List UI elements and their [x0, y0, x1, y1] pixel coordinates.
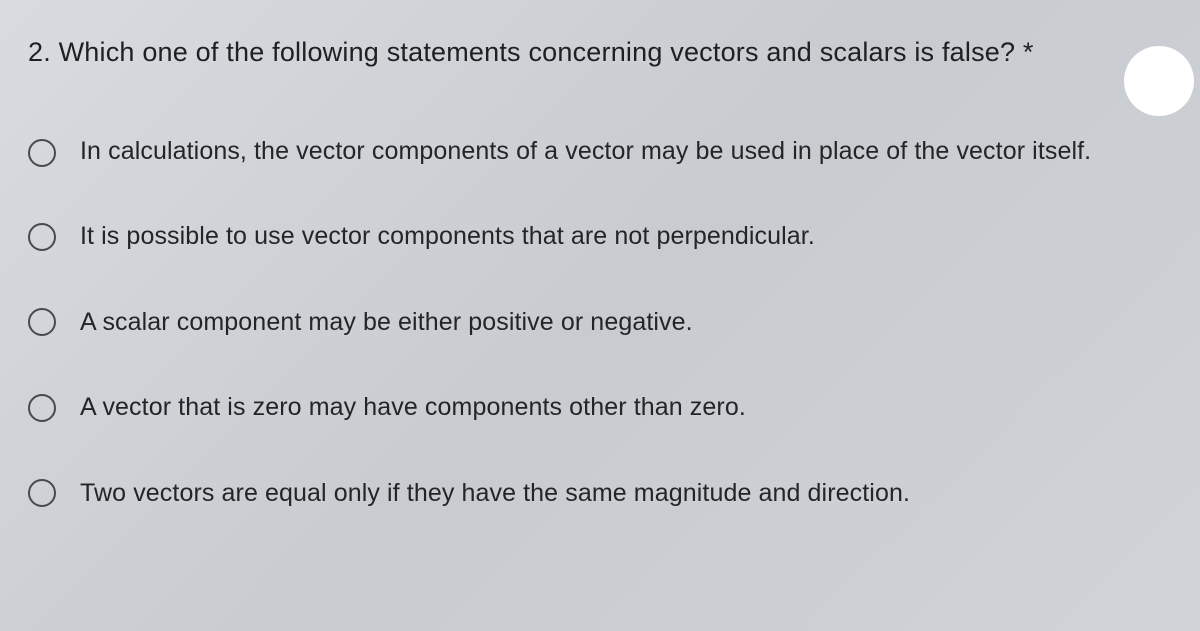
option-row[interactable]: It is possible to use vector components … — [28, 218, 1176, 256]
radio-icon[interactable] — [28, 223, 56, 251]
radio-icon[interactable] — [28, 308, 56, 336]
option-row[interactable]: A vector that is zero may have component… — [28, 389, 1176, 427]
option-label: A vector that is zero may have component… — [80, 389, 746, 427]
question-text: 2. Which one of the following statements… — [28, 30, 1176, 75]
radio-icon[interactable] — [28, 139, 56, 167]
option-row[interactable]: In calculations, the vector components o… — [28, 133, 1176, 171]
option-label: It is possible to use vector components … — [80, 218, 815, 256]
option-label: Two vectors are equal only if they have … — [80, 475, 910, 513]
option-label: In calculations, the vector components o… — [80, 133, 1091, 171]
overlay-circle — [1124, 46, 1194, 116]
radio-icon[interactable] — [28, 479, 56, 507]
option-row[interactable]: Two vectors are equal only if they have … — [28, 475, 1176, 513]
options-container: In calculations, the vector components o… — [28, 133, 1176, 513]
radio-icon[interactable] — [28, 394, 56, 422]
option-label: A scalar component may be either positiv… — [80, 304, 693, 342]
option-row[interactable]: A scalar component may be either positiv… — [28, 304, 1176, 342]
